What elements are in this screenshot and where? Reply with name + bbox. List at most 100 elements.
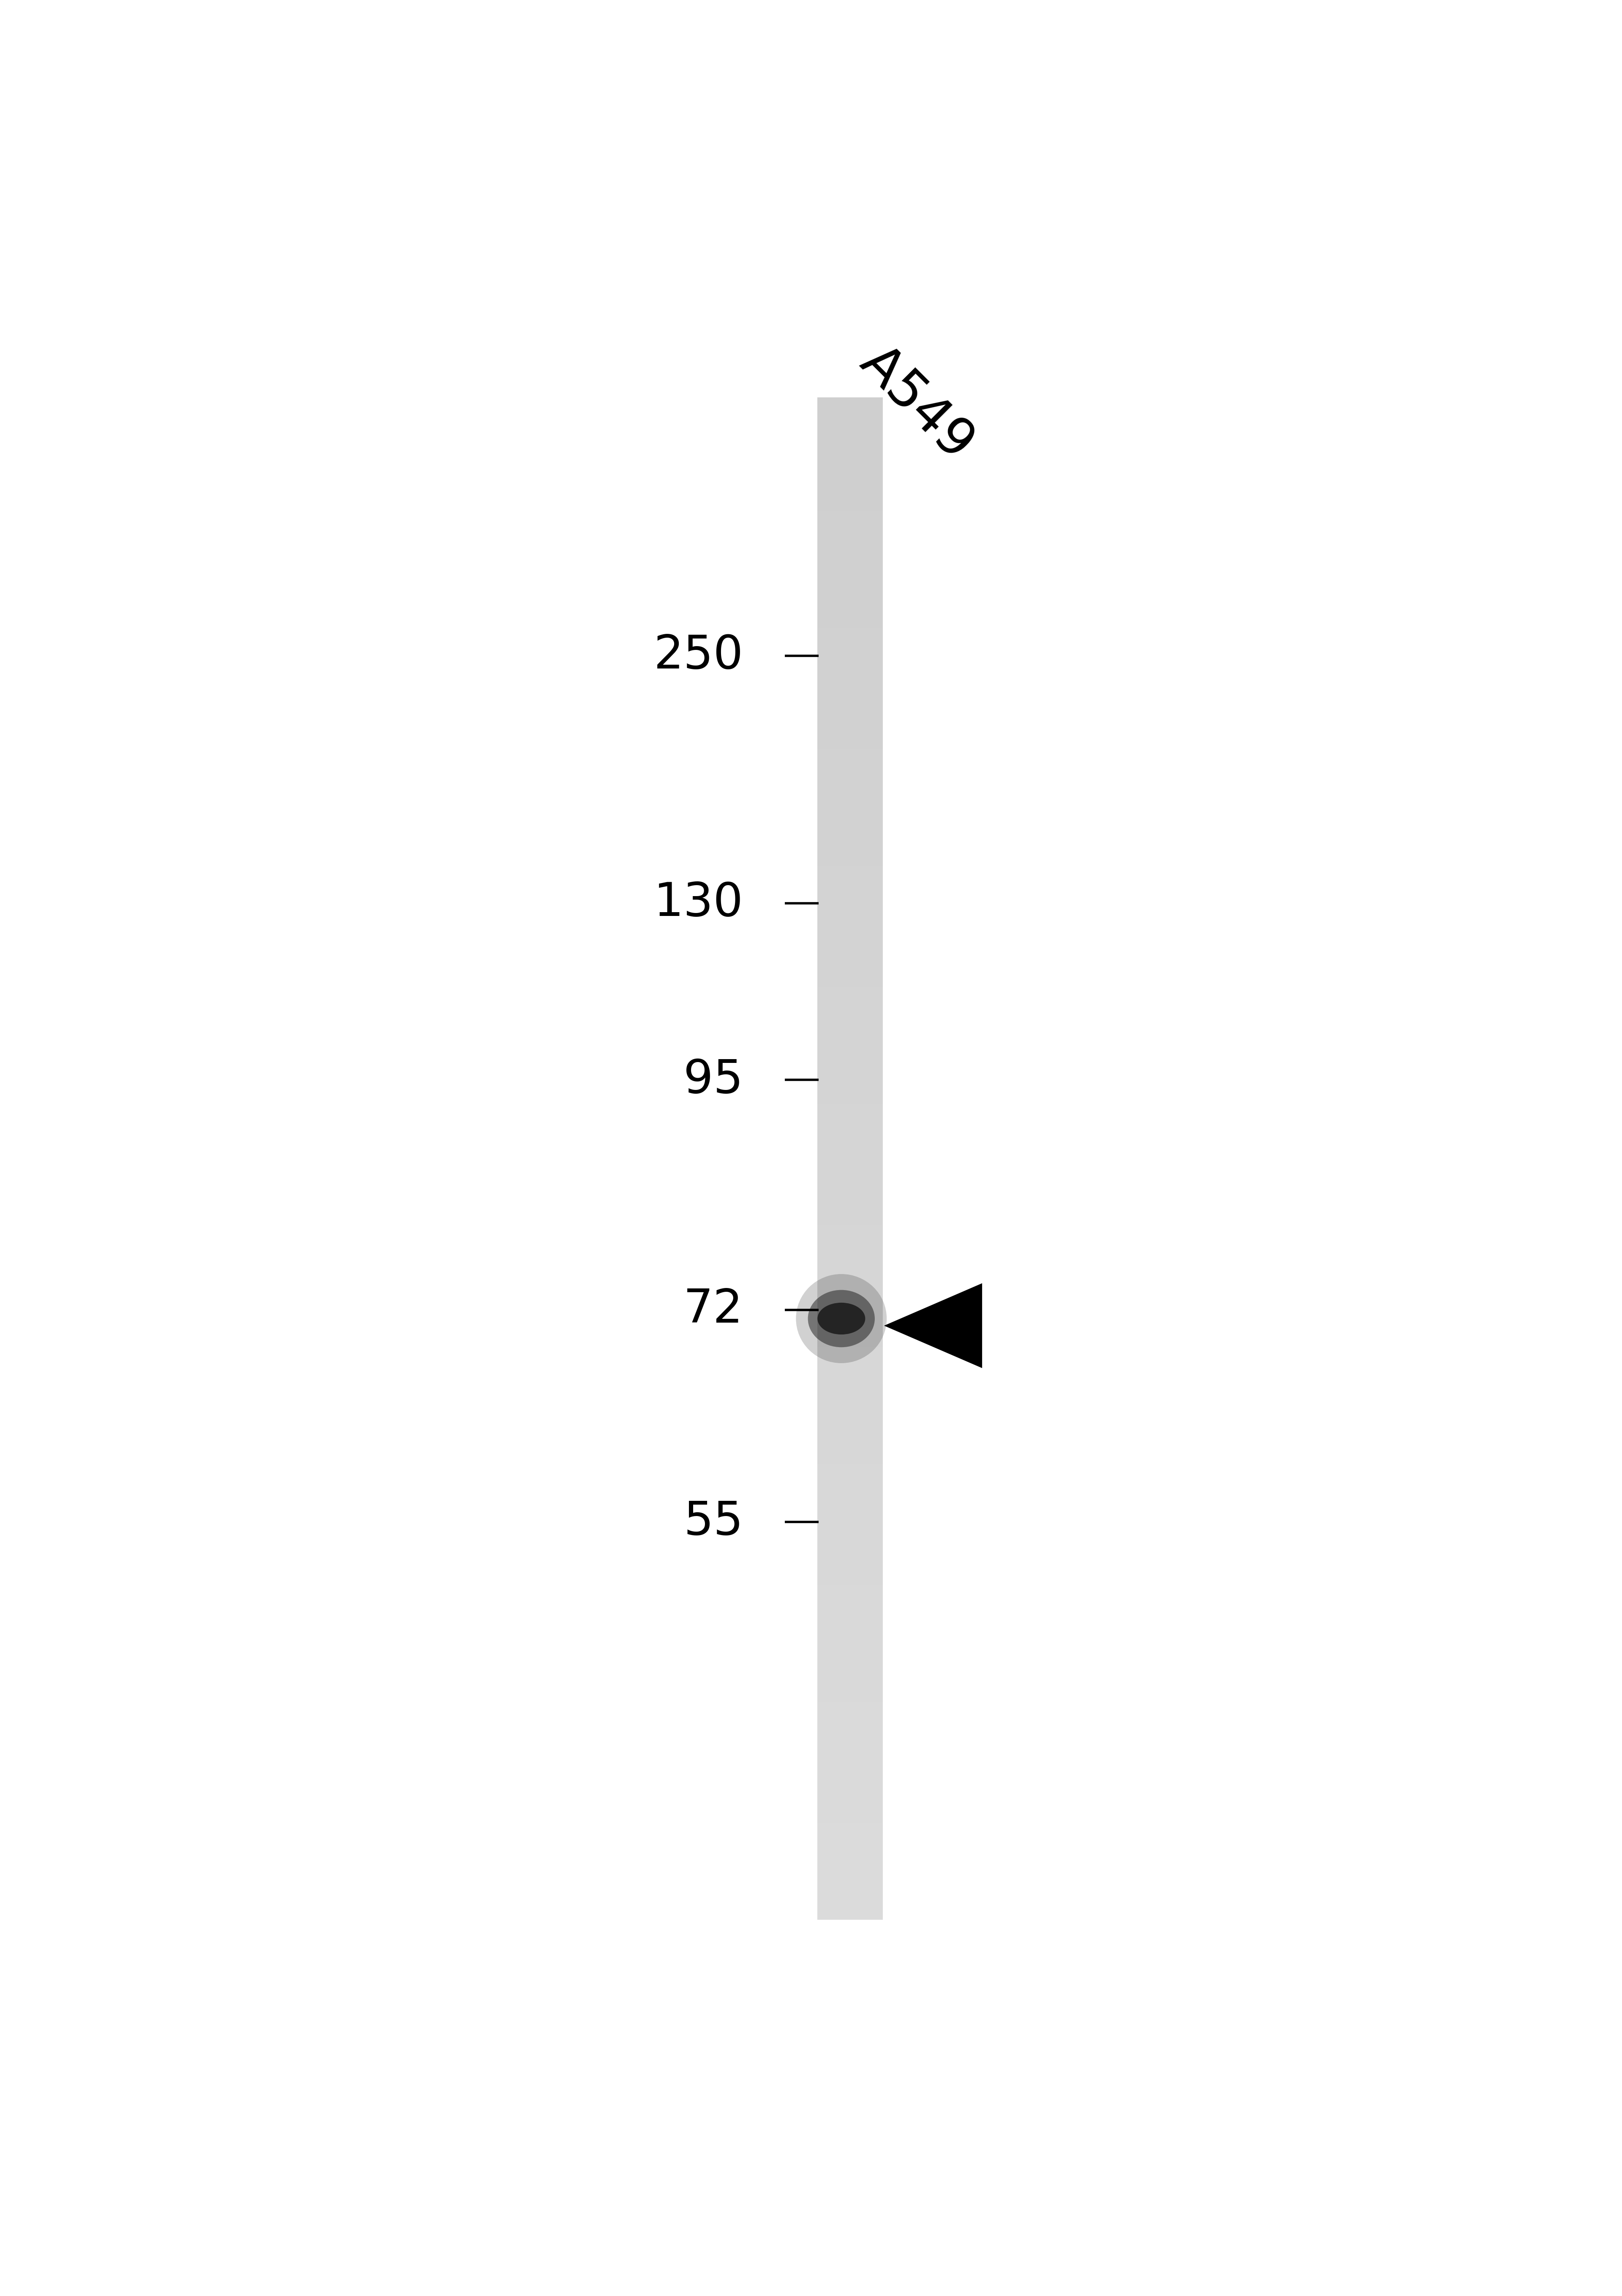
Bar bbox=[817, 1681, 882, 1688]
Bar bbox=[817, 1123, 882, 1130]
Bar bbox=[817, 595, 882, 602]
Bar bbox=[817, 514, 882, 521]
Bar bbox=[817, 599, 882, 606]
Bar bbox=[817, 1568, 882, 1575]
Bar bbox=[817, 1081, 882, 1088]
Bar bbox=[817, 402, 882, 409]
Bar bbox=[817, 843, 882, 850]
Bar bbox=[817, 1685, 882, 1692]
Bar bbox=[817, 1265, 882, 1272]
Bar bbox=[817, 905, 882, 912]
Bar bbox=[817, 535, 882, 542]
Bar bbox=[817, 1828, 882, 1835]
Bar bbox=[817, 788, 882, 794]
Bar bbox=[817, 1736, 882, 1743]
Bar bbox=[817, 1837, 882, 1844]
Bar bbox=[817, 1366, 882, 1373]
Bar bbox=[817, 1816, 882, 1823]
Bar bbox=[817, 1812, 882, 1818]
Text: 250: 250 bbox=[654, 634, 743, 677]
Bar bbox=[817, 1341, 882, 1348]
Bar bbox=[817, 1862, 882, 1869]
Text: 130: 130 bbox=[654, 882, 743, 925]
Bar bbox=[817, 565, 882, 572]
Bar bbox=[817, 893, 882, 900]
Bar bbox=[817, 1481, 882, 1488]
Bar bbox=[817, 1426, 882, 1433]
Bar bbox=[817, 590, 882, 597]
Bar bbox=[817, 813, 882, 820]
Bar bbox=[817, 530, 882, 535]
Ellipse shape bbox=[817, 1302, 865, 1334]
Bar bbox=[817, 1022, 882, 1029]
Bar bbox=[817, 434, 882, 441]
Bar bbox=[817, 980, 882, 987]
Text: 72: 72 bbox=[683, 1288, 743, 1332]
Bar bbox=[817, 1644, 882, 1651]
Bar bbox=[817, 753, 882, 760]
Bar bbox=[817, 728, 882, 735]
Bar bbox=[817, 1548, 882, 1554]
Bar bbox=[817, 1577, 882, 1584]
Bar bbox=[817, 732, 882, 739]
Bar bbox=[817, 670, 882, 677]
Bar bbox=[817, 1467, 882, 1474]
Bar bbox=[817, 1846, 882, 1853]
Bar bbox=[817, 1194, 882, 1201]
Bar bbox=[817, 1508, 882, 1515]
Bar bbox=[817, 1169, 882, 1176]
Bar bbox=[817, 1446, 882, 1453]
Bar bbox=[817, 666, 882, 673]
Bar bbox=[817, 1391, 882, 1398]
Bar bbox=[817, 1072, 882, 1079]
Bar bbox=[817, 1867, 882, 1874]
Bar bbox=[817, 1178, 882, 1185]
Bar bbox=[817, 1047, 882, 1054]
Bar bbox=[817, 1309, 882, 1316]
Bar bbox=[817, 687, 882, 693]
Bar bbox=[817, 606, 882, 613]
Bar bbox=[817, 615, 882, 622]
Bar bbox=[817, 758, 882, 765]
Bar bbox=[817, 1786, 882, 1793]
Bar bbox=[817, 1821, 882, 1828]
Bar bbox=[817, 682, 882, 689]
Bar bbox=[817, 1405, 882, 1412]
Bar bbox=[817, 762, 882, 769]
Bar bbox=[817, 585, 882, 592]
Bar bbox=[817, 439, 882, 445]
Bar bbox=[817, 703, 882, 709]
Bar bbox=[817, 1777, 882, 1784]
Bar bbox=[817, 1614, 882, 1621]
Bar bbox=[817, 452, 882, 459]
Bar bbox=[817, 574, 882, 581]
Bar bbox=[817, 1249, 882, 1256]
Bar bbox=[817, 1035, 882, 1042]
Bar bbox=[817, 1056, 882, 1063]
Bar bbox=[817, 1157, 882, 1164]
Bar bbox=[817, 498, 882, 505]
Bar bbox=[817, 1857, 882, 1864]
Bar bbox=[817, 489, 882, 496]
Bar bbox=[817, 778, 882, 785]
Bar bbox=[817, 767, 882, 774]
Bar bbox=[817, 427, 882, 434]
Bar bbox=[817, 1892, 882, 1899]
Bar bbox=[817, 1903, 882, 1910]
Bar bbox=[817, 1807, 882, 1814]
Bar bbox=[817, 1350, 882, 1357]
Bar bbox=[817, 1543, 882, 1550]
Bar bbox=[817, 1437, 882, 1444]
Bar bbox=[817, 1040, 882, 1047]
Bar bbox=[817, 863, 882, 870]
Bar bbox=[817, 964, 882, 971]
Bar bbox=[817, 1127, 882, 1134]
Bar bbox=[817, 1233, 882, 1240]
Bar bbox=[817, 1371, 882, 1378]
Bar bbox=[817, 1538, 882, 1545]
Bar bbox=[817, 1690, 882, 1697]
Bar bbox=[817, 1086, 882, 1093]
Bar bbox=[817, 448, 882, 455]
Bar bbox=[817, 413, 882, 420]
Bar bbox=[817, 1300, 882, 1306]
